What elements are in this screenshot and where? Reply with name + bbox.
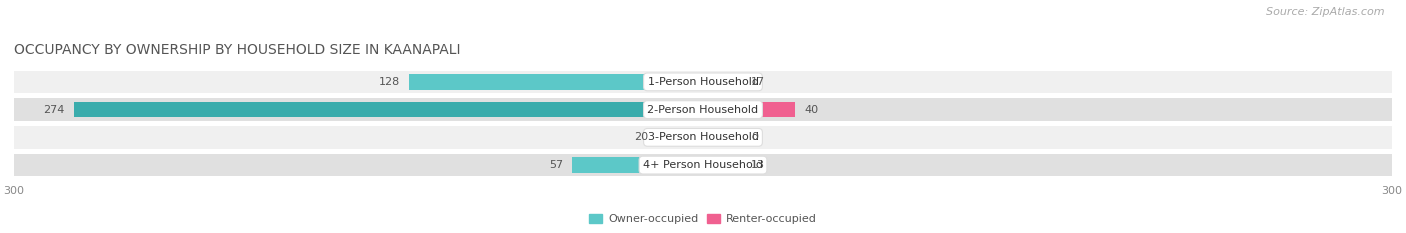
Text: 13: 13 xyxy=(751,160,765,170)
Bar xyxy=(657,130,703,145)
Bar xyxy=(14,71,1392,93)
Text: 20: 20 xyxy=(634,132,648,142)
Text: Source: ZipAtlas.com: Source: ZipAtlas.com xyxy=(1267,7,1385,17)
Bar xyxy=(572,158,703,173)
Text: 57: 57 xyxy=(548,160,562,170)
Bar xyxy=(14,98,1392,121)
Bar xyxy=(703,102,794,117)
Text: OCCUPANCY BY OWNERSHIP BY HOUSEHOLD SIZE IN KAANAPALI: OCCUPANCY BY OWNERSHIP BY HOUSEHOLD SIZE… xyxy=(14,43,461,57)
Text: 128: 128 xyxy=(378,77,399,87)
Text: 2-Person Household: 2-Person Household xyxy=(647,105,759,115)
Bar xyxy=(14,126,1392,149)
Bar xyxy=(409,74,703,89)
Text: 40: 40 xyxy=(804,105,818,115)
Bar xyxy=(14,154,1392,176)
Bar xyxy=(703,74,742,89)
Bar xyxy=(703,158,742,173)
Text: 17: 17 xyxy=(751,77,765,87)
Text: 4+ Person Household: 4+ Person Household xyxy=(643,160,763,170)
Text: 1-Person Household: 1-Person Household xyxy=(648,77,758,87)
Bar xyxy=(73,102,703,117)
Text: 3-Person Household: 3-Person Household xyxy=(648,132,758,142)
Bar xyxy=(703,130,742,145)
Text: 0: 0 xyxy=(751,132,758,142)
Text: 274: 274 xyxy=(44,105,65,115)
Legend: Owner-occupied, Renter-occupied: Owner-occupied, Renter-occupied xyxy=(585,210,821,229)
